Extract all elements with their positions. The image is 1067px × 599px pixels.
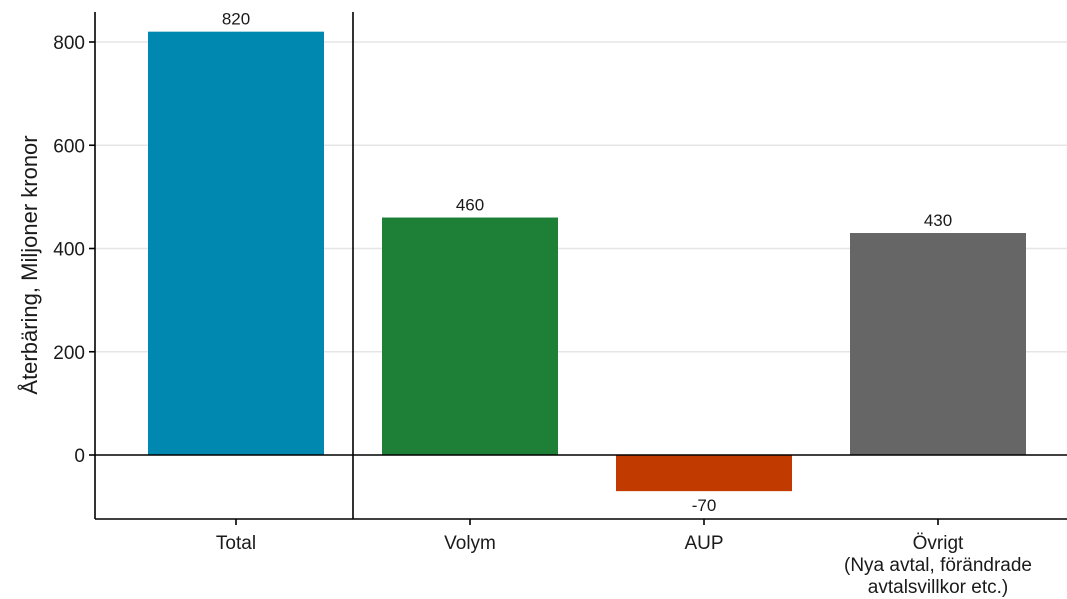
data-label: 460: [456, 196, 484, 215]
y-axis-title: Återbäring, Miljoner kronor: [17, 135, 42, 394]
bar: [850, 233, 1026, 455]
bar: [616, 455, 792, 492]
y-tick-labels: 0 200 400 600 800: [53, 33, 85, 467]
x-tick-label: Övrigt (Nya avtal, förändrade avtalsvillko…: [844, 533, 1032, 598]
x-tick-labels: Total Volym AUP Övrigt (Nya avtal, förändrad…: [216, 533, 1032, 598]
y-tick-label: 200: [53, 343, 85, 364]
y-tick-label: 400: [53, 240, 85, 261]
y-tick-label: 800: [53, 33, 85, 54]
bars: [148, 31, 1026, 492]
y-tick-label: 0: [74, 446, 85, 467]
y-tick-label: 600: [53, 136, 85, 157]
data-labels: 820 460 -70 430: [222, 10, 952, 515]
x-tick-label: Total: [216, 533, 256, 554]
bar: [148, 31, 324, 456]
data-label: -70: [692, 496, 717, 515]
bar: [382, 217, 558, 455]
x-tick-label: Volym: [444, 533, 496, 554]
data-label: 430: [924, 211, 952, 230]
axes: [89, 12, 1067, 525]
x-tick-label: AUP: [684, 533, 723, 554]
data-label: 820: [222, 10, 250, 29]
